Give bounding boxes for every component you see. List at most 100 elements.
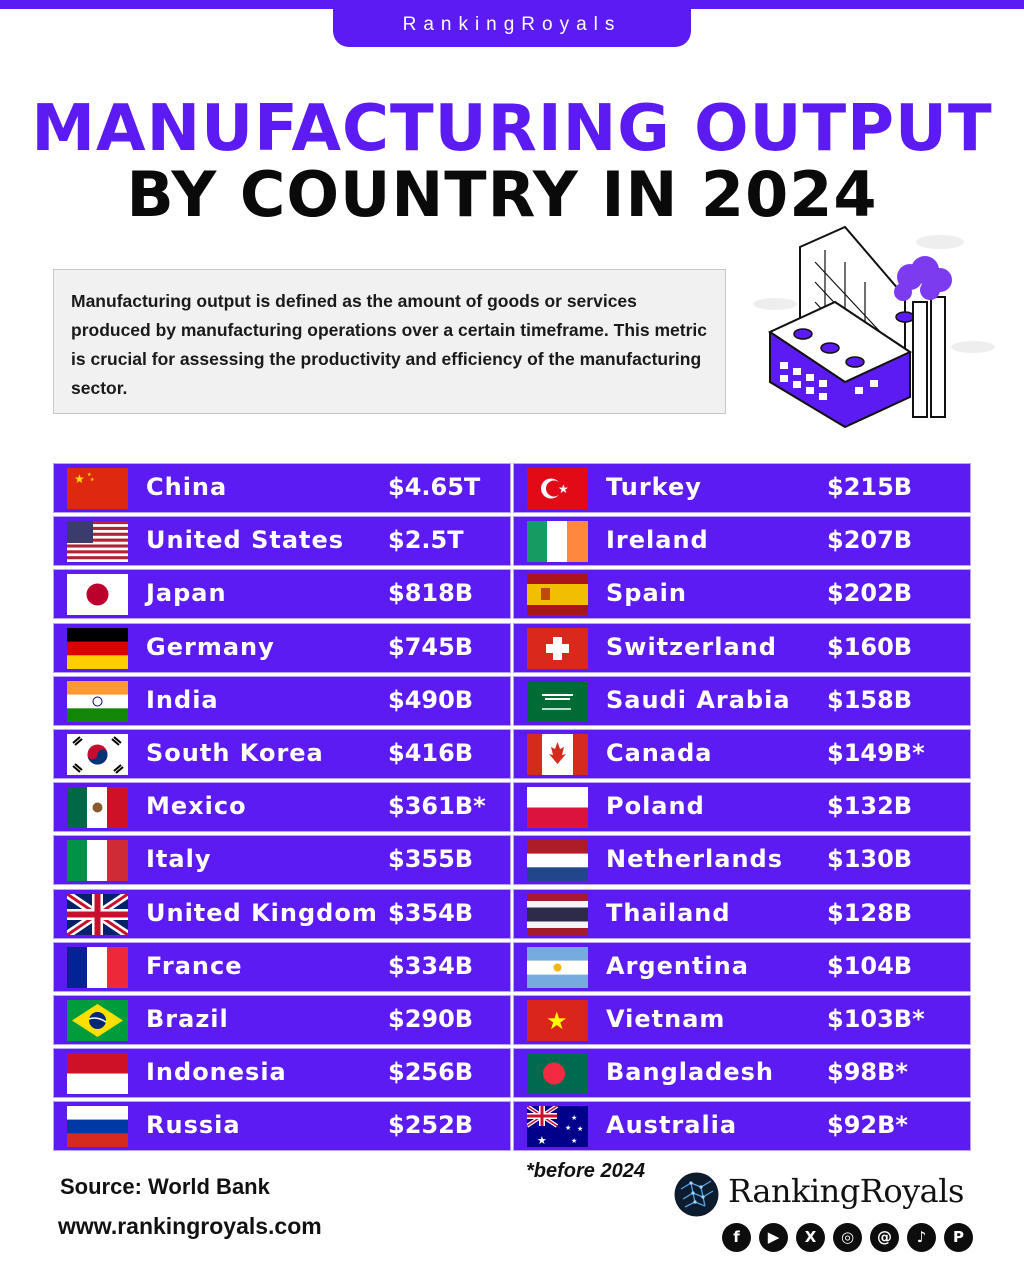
youtube-icon[interactable]: ▶	[759, 1223, 788, 1252]
flag-th-icon	[527, 893, 588, 935]
table-row: Japan $818B	[53, 569, 511, 620]
website-link[interactable]: www.rankingroyals.com	[58, 1213, 322, 1239]
table-row: Germany $745B	[53, 622, 511, 673]
table-row: France $334B	[53, 941, 511, 992]
output-value: $202B	[827, 579, 913, 608]
table-row: ★ Vietnam $103B*	[513, 994, 971, 1045]
output-value: $256B	[388, 1058, 474, 1087]
flag-ru-icon	[67, 1106, 128, 1148]
table-row: Bangladesh $98B*	[513, 1048, 971, 1099]
country-name: Netherlands	[606, 845, 784, 874]
flag-bd-icon	[527, 1053, 588, 1095]
table-row: Thailand $128B	[513, 888, 971, 939]
brand-tab: RankingRoyals	[333, 0, 691, 47]
output-value: $92B*	[827, 1111, 908, 1140]
page-title: MANUFACTURING OUTPUT	[31, 92, 993, 166]
output-value: $215B	[827, 473, 913, 501]
table-row: Saudi Arabia $158B	[513, 675, 971, 726]
flag-au-icon: ★ ★ ★ ★ ★	[527, 1106, 588, 1148]
country-name: Japan	[146, 579, 227, 608]
flag-gb-icon	[67, 893, 128, 935]
country-name: Ireland	[606, 526, 709, 555]
flag-cn-icon: ★ ★ ★	[67, 468, 128, 509]
country-name: Russia	[146, 1111, 241, 1140]
flag-id-icon	[67, 1053, 128, 1095]
table-row: United States $2.5T	[53, 516, 511, 567]
facebook-icon[interactable]: f	[722, 1223, 751, 1252]
output-value: $104B	[827, 951, 913, 980]
country-name: Switzerland	[606, 632, 777, 661]
svg-text:★: ★	[571, 1137, 577, 1145]
output-value: $98B*	[827, 1058, 908, 1087]
country-name: Poland	[606, 792, 705, 821]
threads-icon[interactable]: @	[870, 1223, 899, 1252]
page-subtitle: BY COUNTRY IN 2024	[126, 158, 878, 231]
brand-logo-text: RankingRoyals	[728, 1172, 964, 1210]
ranking-table-left: ★ ★ ★ China $4.65T United States $2.5T Japan $81…	[53, 463, 511, 1154]
table-row: United Kingdom $354B	[53, 888, 511, 939]
flag-ch-icon	[527, 627, 588, 669]
country-name: Saudi Arabia	[606, 685, 791, 714]
country-name: Argentina	[606, 951, 749, 980]
table-row: ★ ★ ★ China $4.65T	[53, 463, 511, 513]
x-icon[interactable]: X	[796, 1223, 825, 1252]
table-row: Netherlands $130B	[513, 835, 971, 886]
table-row: Mexico $361B*	[53, 782, 511, 833]
output-value: $130B	[827, 845, 913, 874]
svg-text:★: ★	[90, 477, 95, 483]
output-value: $355B	[388, 845, 474, 874]
svg-text:★: ★	[87, 472, 92, 478]
description-text: Manufacturing output is defined as the a…	[71, 291, 707, 398]
flag-mx-icon	[67, 787, 128, 829]
country-name: Spain	[606, 579, 687, 608]
flag-de-icon	[67, 627, 128, 669]
flag-vn-icon: ★	[527, 999, 588, 1041]
table-row: Indonesia $256B	[53, 1048, 511, 1099]
output-value: $132B	[827, 792, 913, 821]
output-value: $490B	[388, 685, 474, 714]
country-name: Germany	[146, 632, 275, 661]
flag-br-icon	[67, 999, 128, 1041]
output-value: $103B*	[827, 1004, 925, 1033]
tiktok-icon[interactable]: ♪	[907, 1223, 936, 1252]
table-row: Brazil $290B	[53, 994, 511, 1045]
flag-nl-icon	[527, 840, 588, 882]
flag-jp-icon	[67, 574, 128, 616]
output-value: $354B	[388, 898, 474, 927]
globe-logo-icon	[674, 1172, 719, 1217]
output-value: $818B	[388, 579, 474, 608]
country-name: China	[146, 473, 228, 501]
svg-text:★: ★	[537, 1134, 547, 1147]
country-name: Brazil	[146, 1004, 229, 1033]
output-value: $149B*	[827, 738, 925, 767]
country-name: Thailand	[606, 898, 731, 927]
table-row: South Korea $416B	[53, 728, 511, 779]
country-name: Canada	[606, 738, 713, 767]
table-row: Italy $355B	[53, 835, 511, 886]
flag-tr-icon: ★	[527, 468, 588, 509]
svg-text:★: ★	[74, 472, 85, 486]
svg-text:★: ★	[577, 1125, 583, 1133]
table-row: ★ Turkey $215B	[513, 463, 971, 513]
flag-it-icon	[67, 840, 128, 882]
country-name: Bangladesh	[606, 1058, 775, 1087]
table-row: Canada $149B*	[513, 728, 971, 779]
description-box: Manufacturing output is defined as the a…	[53, 269, 726, 414]
flag-fr-icon	[67, 946, 128, 988]
table-row: Poland $132B	[513, 782, 971, 833]
country-name: Turkey	[606, 473, 702, 501]
ranking-table-right: ★ Turkey $215B Ireland $207B Spain $202B Switze…	[513, 463, 971, 1154]
source-text: Source: World Bank	[60, 1174, 270, 1199]
instagram-icon[interactable]: ◎	[833, 1223, 862, 1252]
flag-kr-icon	[67, 733, 128, 775]
flag-in-icon	[67, 680, 128, 722]
flag-ca-icon	[527, 733, 588, 775]
country-name: Indonesia	[146, 1058, 287, 1087]
country-name: India	[146, 685, 219, 714]
output-value: $334B	[388, 951, 474, 980]
table-row: Ireland $207B	[513, 516, 971, 567]
pinterest-icon[interactable]: P	[944, 1223, 973, 1252]
factory-illustration	[753, 225, 995, 429]
footnote: *before 2024	[526, 1160, 645, 1182]
country-name: Australia	[606, 1111, 738, 1140]
